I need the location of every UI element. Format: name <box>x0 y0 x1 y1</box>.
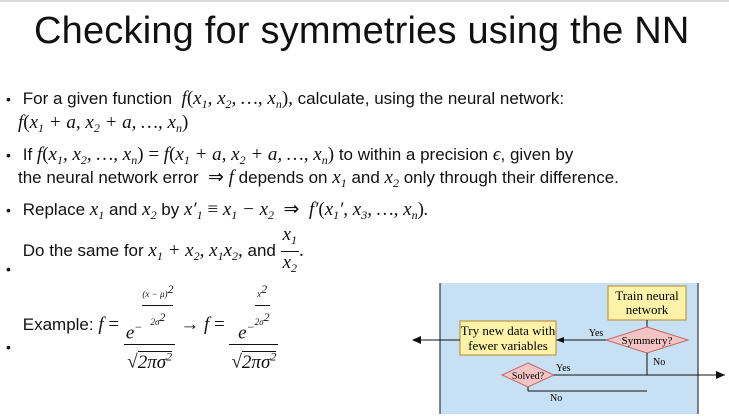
left-arrowhead <box>412 336 421 344</box>
bullet-4-and: and <box>247 240 276 260</box>
bullet-2-mid: to within a precision <box>338 145 489 164</box>
bullet-2-line-2: the neural network error ⇒ f depends on … <box>18 167 619 190</box>
yes-label-1: Yes <box>589 328 604 339</box>
bullet-dot: • <box>6 147 11 163</box>
bullet-3-and: and <box>109 200 138 219</box>
bullet-1: • For a given function f(x1, x2, …, xn),… <box>6 88 564 115</box>
bullet-dot: • <box>6 91 11 107</box>
bullet-3-formula: x′1 ≡ x1 − x2 ⇒ f′(x1′, x3, …, xn). <box>184 199 429 222</box>
no-label-1: No <box>653 357 665 368</box>
bullet-1-suffix: calculate, using the neural network: <box>297 89 565 108</box>
bullet-2-mid2: , given by <box>500 145 574 164</box>
train-network-box <box>607 285 687 321</box>
solved-label: Solved? <box>512 371 545 382</box>
bullet-4-prefix: Do the same for <box>22 240 144 260</box>
bullet-2-line2c: and <box>351 168 380 187</box>
bullet-4: • Do the same for x1 + x2, x1x2, and x1 x… <box>6 224 304 280</box>
bullet-2-line2b: depends on <box>238 168 328 187</box>
bullet-3-prefix: Replace <box>22 200 86 219</box>
right-arrowhead <box>716 371 725 379</box>
yes-label-2: Yes <box>556 363 571 374</box>
bullet-2-line2a: the neural network error <box>18 168 199 187</box>
try-label-1: Try new data with <box>461 323 556 338</box>
symmetry-yes-arrowhead <box>556 337 564 343</box>
bullet-4-formula: x1 + x2, x1x2, <box>148 239 243 263</box>
top-rule <box>0 0 729 2</box>
bullet-1-shift-formula: f(x1 + a, x2 + a, …, xn) <box>18 112 189 135</box>
bullet-3: • Replace x1 and x2 by x′1 ≡ x1 − x2 ⇒ f… <box>6 199 429 222</box>
no-label-2: No <box>550 393 562 404</box>
bullet-2-formula: f(x1, x2, …, xn) = f(x1 + a, x2 + a, …, … <box>36 144 335 167</box>
bullet-2-line2d: only through their difference. <box>403 168 619 187</box>
try-new-data-box <box>459 320 557 356</box>
example-formula: f = e− (x − μ)2 2σ2 √2πσ2 → f = e− x2 2σ2 √2… <box>98 282 279 373</box>
bullet-5: • Example: f = e− (x − μ)2 2σ2 √2πσ2 → f =… <box>6 278 279 374</box>
bullet-5-prefix: Example: <box>22 315 94 335</box>
bullet-dot: • <box>6 202 11 218</box>
bullet-dot: • <box>6 260 11 277</box>
bullet-1-prefix: For a given function <box>22 89 173 108</box>
flowchart-diagram: Train neural network Symmetry? Yes No Tr… <box>412 283 725 414</box>
symmetry-label: Symmetry? <box>622 335 673 347</box>
try-label-2: fewer variables <box>468 338 548 353</box>
bullet-dot: • <box>6 339 11 356</box>
train-label-2: network <box>626 302 669 317</box>
bullet-1-formula: f(x1, x2, …, xn), <box>176 88 293 111</box>
train-label-1: Train neural <box>615 288 679 303</box>
bullet-1-line-2: f(x1 + a, x2 + a, …, xn) <box>18 112 188 139</box>
bullet-3-by: by <box>161 200 180 219</box>
bullet-2-prefix: If <box>22 145 33 164</box>
bullet-4-fraction: x1 x2 <box>280 224 300 275</box>
slide-title: Checking for symmetries using the NN <box>34 10 690 52</box>
bullet-2: • If f(x1, x2, …, xn) = f(x1 + a, x2 + a… <box>6 144 574 167</box>
